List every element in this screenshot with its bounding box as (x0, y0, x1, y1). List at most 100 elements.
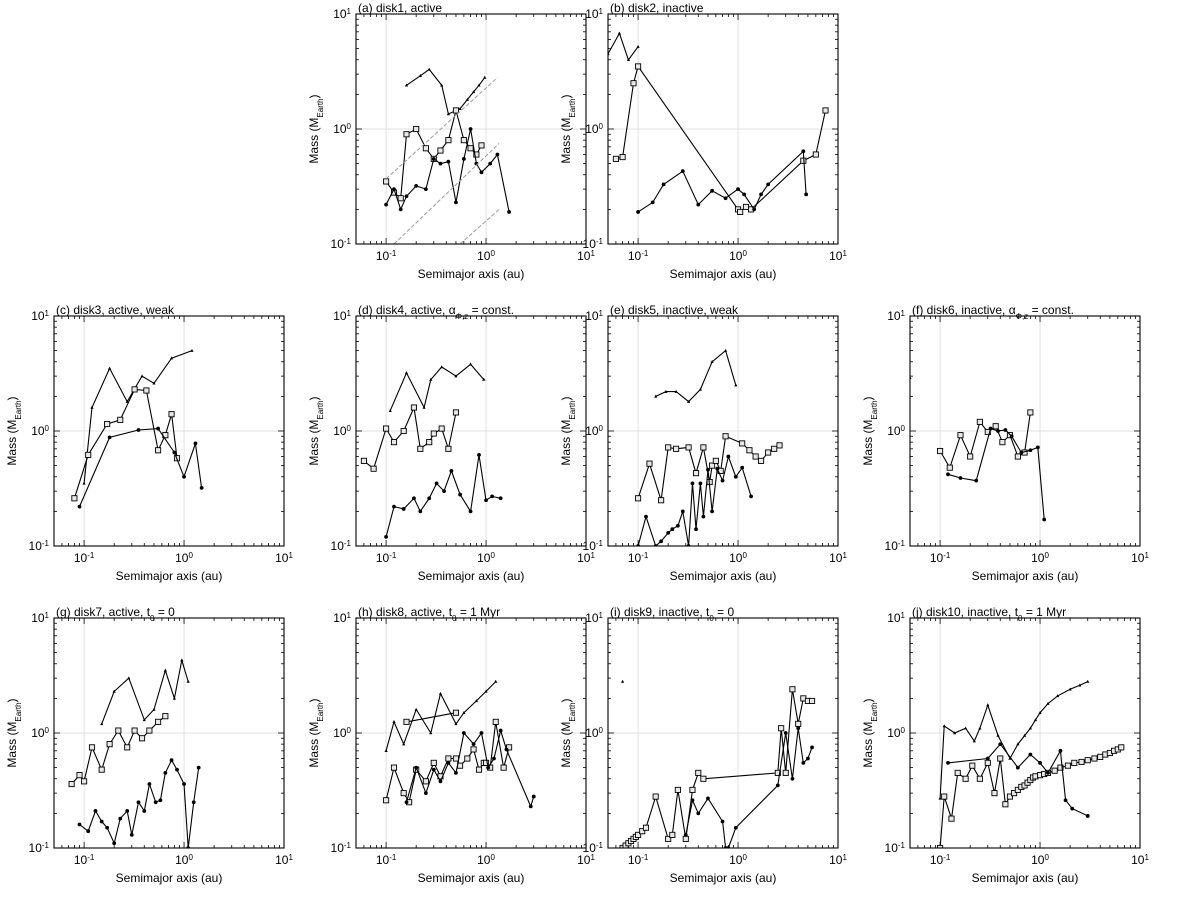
point-circle (726, 454, 731, 459)
series-line-triangles (608, 31, 639, 61)
point-triangle (100, 722, 104, 726)
point-circle (438, 779, 443, 784)
point-circle (136, 428, 141, 432)
point-square (722, 433, 729, 440)
point-circle (490, 494, 495, 499)
point-square (771, 445, 778, 452)
point-square (976, 418, 983, 425)
plot-frame (607, 315, 839, 547)
x-tick-label: 10-1 (930, 551, 951, 566)
point-triangle (1016, 742, 1020, 746)
x-axis-label: Semimajor axis (au) (972, 569, 1079, 583)
point-circle (1015, 765, 1020, 770)
series-line-squares (622, 689, 812, 848)
point-triangle (142, 718, 146, 722)
point-circle (644, 514, 648, 519)
point-square (941, 793, 948, 800)
x-tick-label: 10-1 (628, 853, 649, 868)
point-triangle (1056, 694, 1060, 698)
point-circle (723, 196, 728, 201)
point-triangle (964, 726, 968, 730)
point-square (68, 780, 75, 788)
y-axis-label: Mass (MEarth) (559, 698, 577, 767)
point-square (658, 497, 665, 504)
point-circle (775, 783, 780, 788)
point-circle (946, 760, 950, 765)
point-square (445, 137, 452, 144)
point-circle (182, 782, 186, 786)
point-square (742, 203, 750, 210)
point-square (478, 142, 485, 149)
plot-frame (53, 617, 285, 849)
point-circle (449, 468, 454, 473)
point-circle (996, 429, 1000, 433)
y-axis-label: Mass (MEarth) (861, 698, 879, 767)
plot-frame (355, 315, 587, 547)
point-square (692, 470, 700, 477)
point-square (131, 727, 138, 734)
point-circle (414, 184, 419, 188)
x-tick-label: 100 (1031, 551, 1049, 566)
x-tick-label: 100 (729, 853, 747, 868)
plot-frame (53, 315, 285, 547)
x-tick-label: 101 (829, 249, 847, 264)
point-square (937, 447, 944, 455)
x-tick-label: 101 (1131, 853, 1149, 868)
point-circle (175, 767, 179, 772)
point-circle (495, 152, 500, 157)
point-square (665, 835, 672, 842)
point-square (410, 404, 418, 411)
plot-frame (607, 617, 839, 849)
point-circle (661, 182, 666, 187)
point-circle (471, 742, 476, 747)
point-circle (696, 811, 701, 816)
x-axis-label: Semimajor axis (au) (116, 569, 223, 583)
point-circle (742, 192, 747, 197)
series-line-circles (947, 743, 1088, 817)
point-circle (698, 481, 703, 486)
point-square (146, 727, 153, 734)
y-tick-label: 10-1 (885, 841, 906, 856)
y-tick-label: 101 (333, 7, 351, 22)
panel-title: (e) disk5, inactive, weak (610, 303, 739, 317)
point-square (71, 495, 78, 502)
point-circle (384, 534, 388, 539)
point-square (752, 453, 759, 460)
series-group (608, 31, 829, 215)
panel-f: 10-1 100 101 10-1 100 101 (f) disk6, inactive,… (861, 303, 1149, 583)
y-tick-label: 101 (585, 7, 603, 22)
point-triangle (723, 348, 728, 352)
x-tick-label: 10-1 (930, 853, 951, 868)
point-triangle (127, 676, 131, 680)
point-square (403, 131, 410, 138)
point-triangle (953, 731, 957, 735)
point-circle (946, 472, 950, 477)
point-square (492, 718, 499, 725)
point-square (652, 793, 659, 800)
series-line-circles (685, 728, 813, 848)
point-square (709, 462, 716, 469)
point-square (370, 465, 377, 472)
y-axis-label: Mass (MEarth) (559, 94, 577, 163)
point-square (88, 744, 96, 751)
point-square (997, 755, 1004, 762)
point-circle (438, 161, 443, 166)
point-triangle (180, 658, 184, 662)
point-triangle (674, 389, 678, 393)
point-square (76, 772, 83, 779)
point-triangle (454, 722, 458, 726)
point-circle (461, 156, 466, 161)
y-tick-label: 101 (333, 611, 351, 626)
point-square (417, 445, 424, 452)
series-line-circles (947, 427, 1045, 520)
point-square (782, 769, 789, 776)
x-tick-label: 10-1 (628, 551, 649, 566)
point-square (98, 766, 105, 773)
point-circle (733, 474, 738, 479)
point-triangle (482, 377, 486, 381)
point-square (630, 80, 637, 87)
point-triangle (82, 481, 86, 485)
series-line-triangles (389, 363, 485, 411)
point-square (162, 713, 169, 720)
point-square (138, 735, 146, 742)
